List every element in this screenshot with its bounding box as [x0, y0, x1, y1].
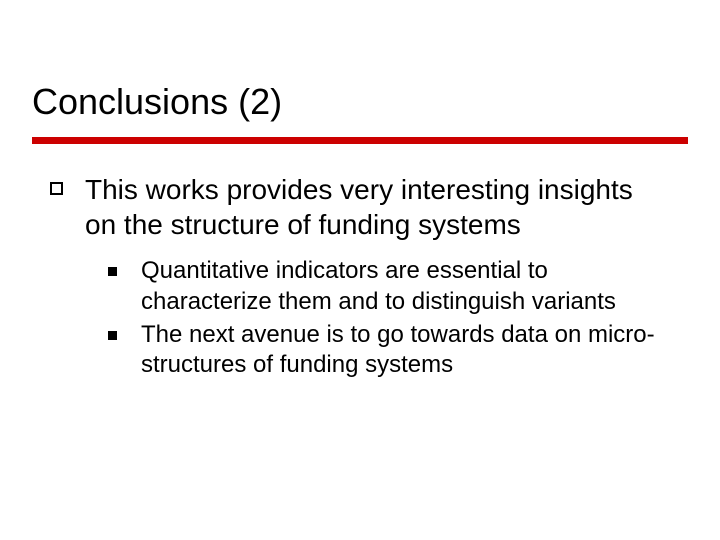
- square-filled-bullet-icon: [108, 331, 117, 340]
- bullet-level2: Quantitative indicators are essential to…: [108, 256, 670, 317]
- bullet-level2: The next avenue is to go towards data on…: [108, 320, 670, 381]
- slide-body: This works provides very interesting ins…: [0, 144, 720, 381]
- title-area: Conclusions (2): [0, 0, 720, 144]
- slide-title: Conclusions (2): [32, 80, 688, 131]
- square-outline-bullet-icon: [50, 182, 63, 195]
- slide: Conclusions (2) This works provides very…: [0, 0, 720, 540]
- bullet-level2-text: Quantitative indicators are essential to…: [141, 256, 670, 317]
- bullet-level2-group: Quantitative indicators are essential to…: [50, 256, 670, 381]
- square-filled-bullet-icon: [108, 267, 117, 276]
- bullet-level1-text: This works provides very interesting ins…: [85, 172, 670, 242]
- title-underline: [32, 137, 688, 144]
- bullet-level2-text: The next avenue is to go towards data on…: [141, 320, 670, 381]
- bullet-level1: This works provides very interesting ins…: [50, 172, 670, 242]
